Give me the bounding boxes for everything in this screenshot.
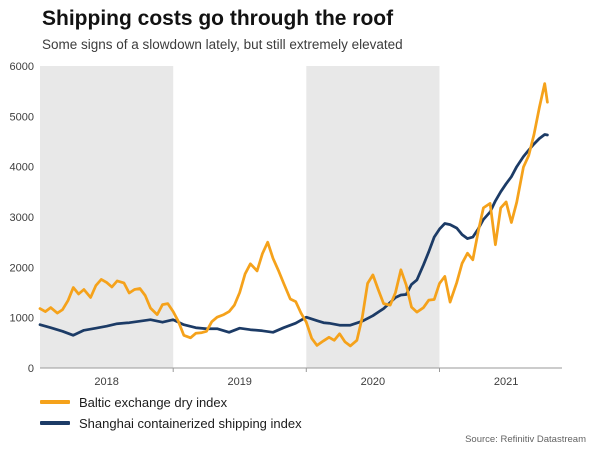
chart-title: Shipping costs go through the roof bbox=[42, 7, 394, 30]
legend: Baltic exchange dry index Shanghai conta… bbox=[40, 393, 302, 432]
svg-text:2020: 2020 bbox=[361, 376, 385, 388]
svg-text:0: 0 bbox=[28, 363, 34, 375]
legend-label-baltic-index: Baltic exchange dry index bbox=[79, 394, 228, 410]
legend-swatch-shanghai-index bbox=[40, 421, 70, 425]
svg-text:3000: 3000 bbox=[10, 212, 34, 224]
svg-text:2019: 2019 bbox=[227, 376, 251, 388]
line-chart: 0 1000 2000 3000 4000 5000 6000 2018 2019 2020 202… bbox=[10, 61, 562, 388]
source-attribution: Source: Refinitiv Datastream bbox=[465, 434, 586, 445]
svg-text:1000: 1000 bbox=[10, 313, 34, 325]
svg-text:6000: 6000 bbox=[10, 61, 34, 73]
svg-text:4000: 4000 bbox=[10, 162, 34, 174]
legend-item-shanghai-index: Shanghai containerized shipping index bbox=[40, 414, 302, 432]
legend-item-baltic-index: Baltic exchange dry index bbox=[40, 393, 302, 411]
svg-text:2018: 2018 bbox=[94, 376, 118, 388]
svg-text:2000: 2000 bbox=[10, 262, 34, 274]
legend-swatch-baltic-index bbox=[40, 400, 70, 404]
legend-label-shanghai-index: Shanghai containerized shipping index bbox=[79, 415, 302, 431]
chart-subtitle: Some signs of a slowdown lately, but sti… bbox=[42, 37, 403, 52]
svg-text:5000: 5000 bbox=[10, 111, 34, 123]
svg-text:2021: 2021 bbox=[494, 376, 518, 388]
